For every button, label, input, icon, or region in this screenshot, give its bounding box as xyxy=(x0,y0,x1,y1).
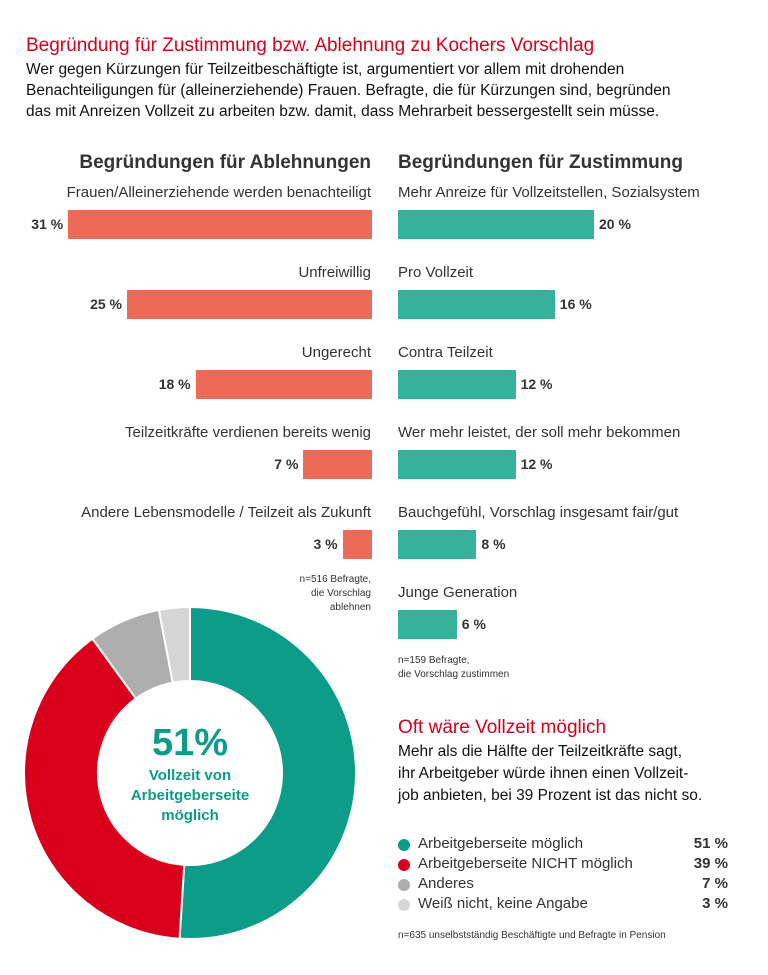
donut-slice xyxy=(157,607,191,684)
legend-swatch xyxy=(398,879,410,891)
legend-label: Arbeitgeberseite möglich xyxy=(418,835,584,852)
bar-value-label: 16 % xyxy=(559,296,592,312)
donut-title: Oft wäre Vollzeit möglich xyxy=(398,717,607,738)
donut-center-value: 51% xyxy=(151,722,229,764)
bar-category-label: Wer mehr leistet, der soll mehr bekommen xyxy=(398,424,681,441)
approval-bar xyxy=(398,370,516,399)
legend-item: Arbeitgeberseite NICHT möglich 39 % xyxy=(398,855,728,875)
legend-item: Arbeitgeberseite möglich 51 % xyxy=(398,835,728,855)
bar-category-label: Unfreiwillig xyxy=(298,264,371,281)
intro-text: Wer gegen Kürzungen für Teilzeitbeschäft… xyxy=(26,59,746,122)
donut-chart xyxy=(24,607,356,939)
bar-category-label: Bauchgefühl, Vorschlag insgesamt fair/gu… xyxy=(398,504,679,521)
approval-bar xyxy=(398,610,457,639)
note-line: n=516 Befragte, xyxy=(299,574,371,585)
donut-center-line: möglich xyxy=(161,807,219,824)
description-line: ihr Arbeitgeber würde ihnen einen Vollze… xyxy=(398,765,689,782)
bar-value-label: 31 % xyxy=(31,216,64,232)
donut-center-line: Vollzeit von xyxy=(148,767,232,784)
intro-line: Wer gegen Kürzungen für Teilzeitbeschäft… xyxy=(26,61,625,78)
description-line: job anbieten, bei 39 Prozent ist das nic… xyxy=(398,787,703,804)
bar-category-label: Ungerecht xyxy=(301,344,371,361)
legend-value: 39 % xyxy=(693,855,728,872)
legend-value: 3 % xyxy=(702,895,728,912)
intro-line: das mit Anreizen Vollzeit zu arbeiten bz… xyxy=(26,103,660,120)
legend-value: 7 % xyxy=(702,875,728,892)
donut-slice xyxy=(24,637,186,939)
approval-bar xyxy=(398,210,594,239)
bar-value-label: 12 % xyxy=(520,456,553,472)
legend-label: Anderes xyxy=(418,875,474,892)
bar-value-label: 12 % xyxy=(520,376,553,392)
legend-label: Arbeitgeberseite NICHT möglich xyxy=(418,855,633,872)
rejection-bar xyxy=(195,370,372,399)
legend-value: 51 % xyxy=(693,835,728,852)
bar-value-label: 7 % xyxy=(274,456,299,472)
donut-center-label: 51% Vollzeit von Arbeitgeberseite möglic… xyxy=(100,722,280,826)
bar-category-label: Andere Lebensmodelle / Teilzeit als Zuku… xyxy=(81,504,371,521)
donut-sample-note: n=635 unselbstständig Beschäftigte und B… xyxy=(398,930,666,941)
approval-heading: Begründungen für Zustimmung xyxy=(398,152,683,173)
legend-swatch xyxy=(398,839,410,851)
bar-value-label: 3 % xyxy=(313,536,338,552)
bar-value-label: 18 % xyxy=(158,376,191,392)
legend-label: Weiß nicht, keine Angabe xyxy=(418,895,588,912)
legend-swatch xyxy=(398,899,410,911)
rejection-sample-note: n=516 Befragte, die Vorschlag ablehnen xyxy=(300,573,371,615)
intro-line: Benachteiligungen für (alleinerziehende)… xyxy=(26,82,671,99)
description-line: Mehr als die Hälfte der Teilzeitkräfte s… xyxy=(398,743,683,760)
rejection-bar xyxy=(342,530,372,559)
legend-swatch xyxy=(398,859,410,871)
chart-title: Begründung für Zustimmung bzw. Ablehnung… xyxy=(26,35,595,56)
approval-bar xyxy=(398,450,516,479)
rejection-bar xyxy=(303,450,372,479)
bar-category-label: Teilzeitkräfte verdienen bereits wenig xyxy=(125,424,371,441)
note-line: ablehnen xyxy=(329,602,371,613)
bar-category-label: Frauen/Alleinerziehende werden benachtei… xyxy=(66,184,371,201)
bar-category-label: Junge Generation xyxy=(398,584,518,601)
bar-category-label: Pro Vollzeit xyxy=(398,264,474,281)
note-line: die Vorschlag zustimmen xyxy=(398,669,510,680)
bar-category-label: Mehr Anreize für Vollzeitstellen, Sozial… xyxy=(398,184,700,201)
bar-value-label: 8 % xyxy=(481,536,506,552)
bar-value-label: 6 % xyxy=(461,616,486,632)
note-line: n=159 Befragte, xyxy=(398,655,470,666)
rejection-heading: Begründungen für Ablehnungen xyxy=(79,152,371,173)
legend-item: Anderes 7 % xyxy=(398,875,728,895)
approval-sample-note: n=159 Befragte, die Vorschlag zustimmen xyxy=(398,654,509,682)
bar-value-label: 20 % xyxy=(599,216,631,232)
note-line: die Vorschlag xyxy=(310,588,371,599)
donut-slice xyxy=(178,607,356,939)
bar-category-label: Contra Teilzeit xyxy=(398,344,493,361)
donut-center-line: Arbeitgeberseite xyxy=(130,787,250,804)
approval-bar xyxy=(398,530,477,559)
bar-value-label: 25 % xyxy=(90,296,122,312)
approval-bar xyxy=(398,290,555,319)
rejection-bar xyxy=(127,290,372,319)
donut-description: Mehr als die Hälfte der Teilzeitkräfte s… xyxy=(398,741,748,807)
legend-item: Weiß nicht, keine Angabe 3 % xyxy=(398,895,728,915)
donut-center-text: Vollzeit von Arbeitgeberseite möglich xyxy=(100,766,280,826)
rejection-bar xyxy=(68,210,372,239)
donut-legend: Arbeitgeberseite möglich 51 % Arbeitgebers… xyxy=(398,835,728,915)
